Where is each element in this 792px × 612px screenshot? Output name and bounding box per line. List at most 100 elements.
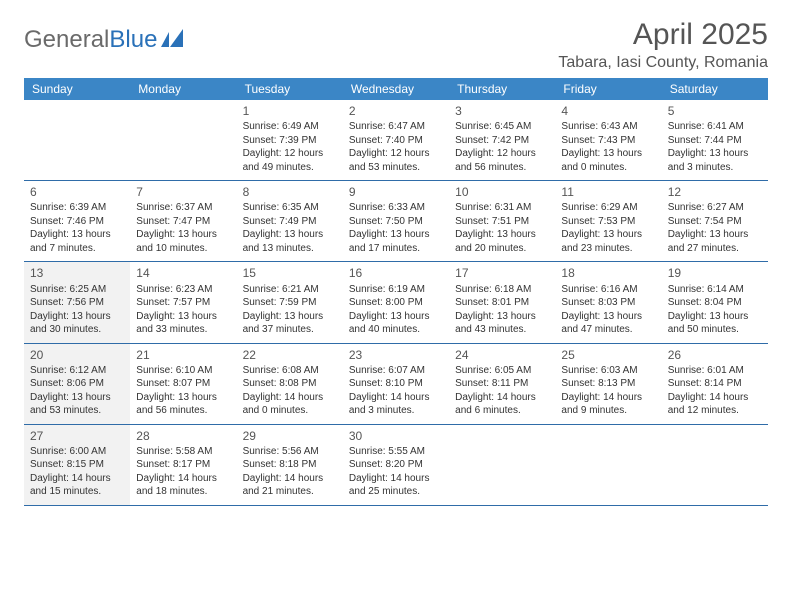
day-cell: 24Sunrise: 6:05 AMSunset: 8:11 PMDayligh… [449, 344, 555, 424]
logo-text-general: General [24, 26, 109, 54]
sunrise-line: Sunrise: 6:37 AM [136, 201, 230, 215]
header: GeneralBlue April 2025 Tabara, Iasi Coun… [24, 18, 768, 72]
sunset-line: Sunset: 8:07 PM [136, 377, 230, 391]
sunrise-line: Sunrise: 6:03 AM [561, 364, 655, 378]
daylight-line: Daylight: 12 hours and 56 minutes. [455, 147, 549, 174]
sunrise-line: Sunrise: 6:19 AM [349, 283, 443, 297]
sunrise-line: Sunrise: 6:21 AM [243, 283, 337, 297]
day-cell [555, 425, 661, 505]
weekday-col-5: Friday [555, 78, 661, 100]
weekday-header: SundayMondayTuesdayWednesdayThursdayFrid… [24, 78, 768, 100]
sunset-line: Sunset: 8:18 PM [243, 458, 337, 472]
day-cell [130, 100, 236, 180]
day-number: 13 [30, 265, 124, 281]
day-number: 14 [136, 265, 230, 281]
day-cell: 19Sunrise: 6:14 AMSunset: 8:04 PMDayligh… [662, 262, 768, 342]
title-block: April 2025 Tabara, Iasi County, Romania [558, 18, 768, 72]
day-number: 3 [455, 103, 549, 119]
day-cell: 2Sunrise: 6:47 AMSunset: 7:40 PMDaylight… [343, 100, 449, 180]
daylight-line: Daylight: 12 hours and 49 minutes. [243, 147, 337, 174]
daylight-line: Daylight: 13 hours and 40 minutes. [349, 310, 443, 337]
day-number: 16 [349, 265, 443, 281]
weekday-col-4: Thursday [449, 78, 555, 100]
sunrise-line: Sunrise: 6:23 AM [136, 283, 230, 297]
sunrise-line: Sunrise: 6:49 AM [243, 120, 337, 134]
day-number: 21 [136, 347, 230, 363]
day-cell: 7Sunrise: 6:37 AMSunset: 7:47 PMDaylight… [130, 181, 236, 261]
calendar-grid: 1Sunrise: 6:49 AMSunset: 7:39 PMDaylight… [24, 100, 768, 506]
day-cell: 9Sunrise: 6:33 AMSunset: 7:50 PMDaylight… [343, 181, 449, 261]
daylight-line: Daylight: 13 hours and 30 minutes. [30, 310, 124, 337]
location: Tabara, Iasi County, Romania [558, 54, 768, 72]
sunset-line: Sunset: 8:04 PM [668, 296, 762, 310]
day-number: 19 [668, 265, 762, 281]
weekday-col-3: Wednesday [343, 78, 449, 100]
logo: GeneralBlue [24, 26, 187, 54]
sunrise-line: Sunrise: 6:16 AM [561, 283, 655, 297]
daylight-line: Daylight: 13 hours and 47 minutes. [561, 310, 655, 337]
week-row: 1Sunrise: 6:49 AMSunset: 7:39 PMDaylight… [24, 100, 768, 181]
daylight-line: Daylight: 14 hours and 21 minutes. [243, 472, 337, 499]
day-cell: 29Sunrise: 5:56 AMSunset: 8:18 PMDayligh… [237, 425, 343, 505]
sunrise-line: Sunrise: 6:05 AM [455, 364, 549, 378]
daylight-line: Daylight: 13 hours and 10 minutes. [136, 228, 230, 255]
day-cell: 16 Sunrise: 6:19 AMSunset: 8:00 PMDayligh… [343, 262, 449, 342]
week-row: 20Sunrise: 6:12 AMSunset: 8:06 PMDayligh… [24, 344, 768, 425]
day-cell: 18Sunrise: 6:16 AMSunset: 8:03 PMDayligh… [555, 262, 661, 342]
sunset-line: Sunset: 7:43 PM [561, 134, 655, 148]
daylight-line: Daylight: 13 hours and 37 minutes. [243, 310, 337, 337]
day-number: 8 [243, 184, 337, 200]
sunrise-line: Sunrise: 6:45 AM [455, 120, 549, 134]
sunset-line: Sunset: 7:46 PM [30, 215, 124, 229]
daylight-line: Daylight: 13 hours and 3 minutes. [668, 147, 762, 174]
day-number: 22 [243, 347, 337, 363]
day-cell: 5Sunrise: 6:41 AMSunset: 7:44 PMDaylight… [662, 100, 768, 180]
daylight-line: Daylight: 13 hours and 20 minutes. [455, 228, 549, 255]
logo-text-blue: Blue [109, 26, 157, 54]
day-cell [449, 425, 555, 505]
daylight-line: Daylight: 14 hours and 25 minutes. [349, 472, 443, 499]
day-number: 23 [349, 347, 443, 363]
sunrise-line: Sunrise: 6:07 AM [349, 364, 443, 378]
sunset-line: Sunset: 7:57 PM [136, 296, 230, 310]
daylight-line: Daylight: 14 hours and 15 minutes. [30, 472, 124, 499]
sunset-line: Sunset: 7:59 PM [243, 296, 337, 310]
calendar: SundayMondayTuesdayWednesdayThursdayFrid… [24, 78, 768, 506]
day-cell: 25Sunrise: 6:03 AMSunset: 8:13 PMDayligh… [555, 344, 661, 424]
day-cell: 3Sunrise: 6:45 AMSunset: 7:42 PMDaylight… [449, 100, 555, 180]
sunrise-line: Sunrise: 6:08 AM [243, 364, 337, 378]
sunrise-line: Sunrise: 6:35 AM [243, 201, 337, 215]
sunset-line: Sunset: 7:50 PM [349, 215, 443, 229]
sunset-line: Sunset: 8:13 PM [561, 377, 655, 391]
weekday-col-0: Sunday [24, 78, 130, 100]
sunset-line: Sunset: 8:20 PM [349, 458, 443, 472]
day-cell: 4Sunrise: 6:43 AMSunset: 7:43 PMDaylight… [555, 100, 661, 180]
day-number: 27 [30, 428, 124, 444]
daylight-line: Daylight: 13 hours and 43 minutes. [455, 310, 549, 337]
sunrise-line: Sunrise: 6:27 AM [668, 201, 762, 215]
sunrise-line: Sunrise: 6:39 AM [30, 201, 124, 215]
sunset-line: Sunset: 7:40 PM [349, 134, 443, 148]
daylight-line: Daylight: 13 hours and 0 minutes. [561, 147, 655, 174]
daylight-line: Daylight: 14 hours and 12 minutes. [668, 391, 762, 418]
day-cell: 17Sunrise: 6:18 AMSunset: 8:01 PMDayligh… [449, 262, 555, 342]
day-number: 30 [349, 428, 443, 444]
day-number: 26 [668, 347, 762, 363]
day-cell: 6Sunrise: 6:39 AMSunset: 7:46 PMDaylight… [24, 181, 130, 261]
day-number: 9 [349, 184, 443, 200]
sunset-line: Sunset: 8:00 PM [349, 296, 443, 310]
daylight-line: Daylight: 14 hours and 6 minutes. [455, 391, 549, 418]
sunrise-line: Sunrise: 6:01 AM [668, 364, 762, 378]
day-cell [24, 100, 130, 180]
day-cell: 27Sunrise: 6:00 AMSunset: 8:15 PMDayligh… [24, 425, 130, 505]
week-row: 27Sunrise: 6:00 AMSunset: 8:15 PMDayligh… [24, 425, 768, 506]
daylight-line: Daylight: 13 hours and 23 minutes. [561, 228, 655, 255]
sunset-line: Sunset: 8:10 PM [349, 377, 443, 391]
daylight-line: Daylight: 13 hours and 33 minutes. [136, 310, 230, 337]
daylight-line: Daylight: 14 hours and 9 minutes. [561, 391, 655, 418]
daylight-line: Daylight: 13 hours and 27 minutes. [668, 228, 762, 255]
daylight-line: Daylight: 13 hours and 17 minutes. [349, 228, 443, 255]
sunrise-line: Sunrise: 6:43 AM [561, 120, 655, 134]
day-number: 4 [561, 103, 655, 119]
day-cell: 20Sunrise: 6:12 AMSunset: 8:06 PMDayligh… [24, 344, 130, 424]
